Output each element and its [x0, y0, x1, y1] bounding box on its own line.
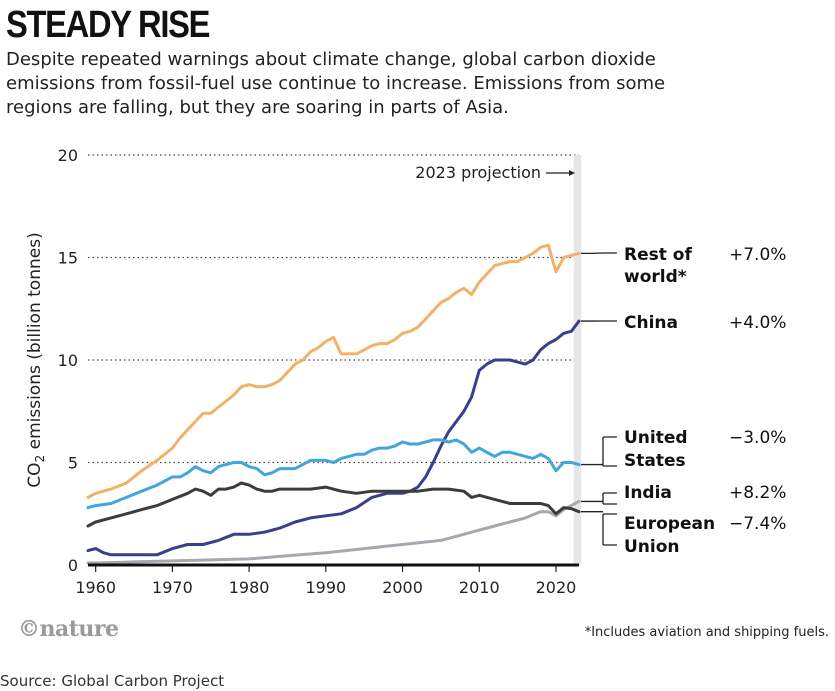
footnote: *Includes aviation and shipping fuels.: [585, 625, 829, 640]
series-label: United: [624, 428, 688, 448]
series-label: European: [624, 514, 715, 534]
series-line-india: [86, 499, 581, 565]
y-tick-label: 20: [58, 146, 78, 165]
label-connector: [581, 436, 617, 467]
y-tick-label: 15: [58, 249, 78, 268]
series-change-label: +7.0%: [729, 245, 786, 265]
chart-title: STEADY RISE: [6, 4, 210, 46]
series-label: Union: [624, 537, 680, 557]
series-change-label: +8.2%: [729, 483, 786, 503]
series-change-label: −7.4%: [729, 514, 786, 534]
projection-label: 2023 projection: [415, 163, 541, 182]
label-connector: [581, 511, 617, 546]
chart-subtitle: Despite repeated warnings about climate …: [6, 49, 666, 118]
series-line-china: [86, 319, 581, 557]
x-tick-label: 1990: [305, 578, 346, 597]
y-tick-label: 10: [58, 351, 78, 370]
series-label: world*: [624, 267, 687, 287]
x-tick-label: 1960: [75, 578, 116, 597]
series-change-label: −3.0%: [729, 428, 786, 448]
x-tick-label: 1970: [152, 578, 193, 597]
series-line-rest-of-world: [86, 243, 581, 499]
series-label: Rest of: [624, 245, 692, 265]
projection-arrowhead-icon: [569, 170, 575, 176]
projection-band: [573, 155, 582, 565]
y-axis-ticks: 0 5 10 15 20: [58, 146, 78, 575]
projection-annotation: 2023 projection: [415, 163, 575, 182]
series-change-label: +4.0%: [729, 313, 786, 333]
x-tick-label: 2010: [459, 578, 500, 597]
label-connector: [581, 492, 617, 505]
series-lines: [86, 243, 581, 565]
series-label: States: [624, 451, 686, 471]
nature-logo: ©nature: [18, 616, 119, 642]
source-credit: Source: Global Carbon Project: [0, 672, 225, 690]
series-line-european-union: [86, 481, 581, 528]
x-tick-label: 2000: [382, 578, 423, 597]
x-axis-ticks: 1960 1970 1980 1990 2000 2010 2020: [75, 565, 576, 597]
series-line-united-states: [86, 438, 581, 510]
y-axis-label: CO2 emissions (billion tonnes): [25, 232, 47, 487]
x-tick-label: 2020: [536, 578, 577, 597]
y-tick-label: 5: [68, 454, 78, 473]
series-label: India: [624, 483, 672, 503]
series-label: China: [624, 313, 678, 333]
grid-lines: [88, 154, 579, 464]
y-tick-label: 0: [68, 556, 78, 575]
x-tick-label: 1980: [229, 578, 270, 597]
